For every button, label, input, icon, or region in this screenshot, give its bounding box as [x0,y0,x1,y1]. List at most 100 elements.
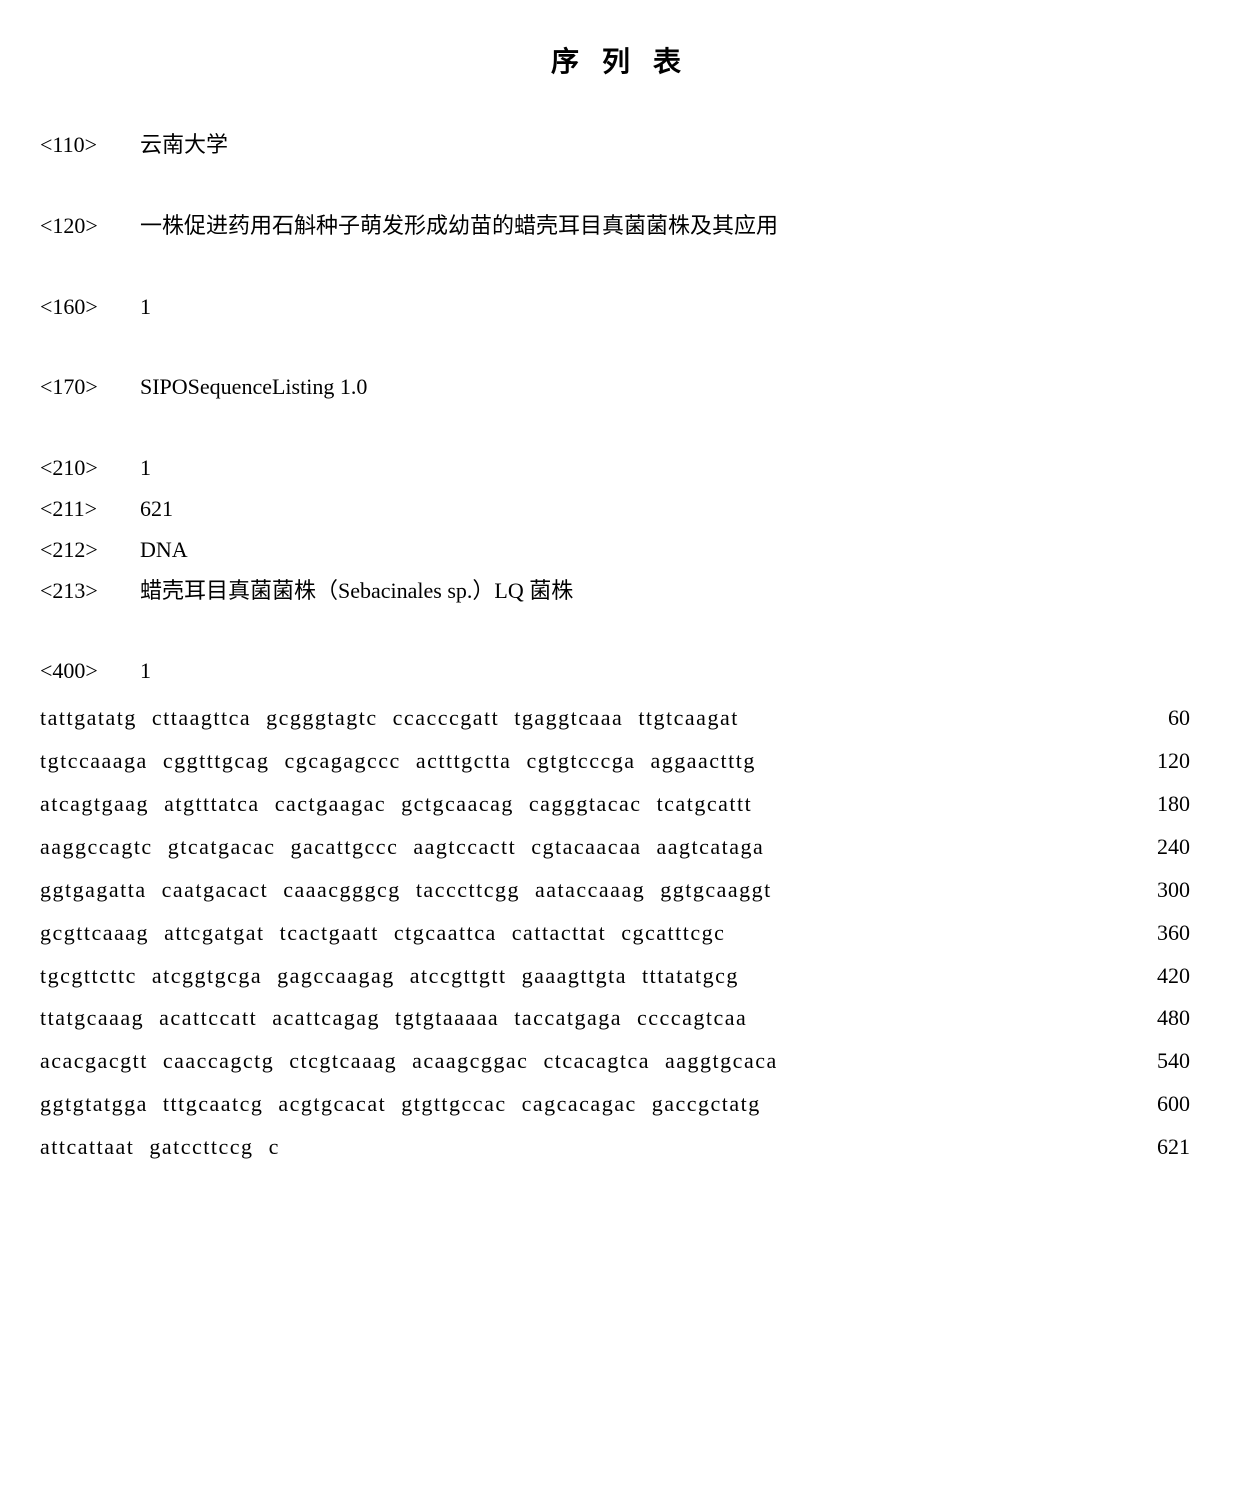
sequence-group: gcgttcaaag [40,912,149,955]
sequence-row: ggtgtatggatttgcaatcgacgtgcacatgtgttgccac… [40,1083,1200,1126]
sequence-group: aagtccactt [413,826,516,869]
field-value: 621 [140,494,1200,525]
sequence-position: 480 [1110,997,1200,1040]
sequence-group: cgtacaacaa [531,826,641,869]
sequence-position: 600 [1110,1083,1200,1126]
sequence-group: ggtgtatgga [40,1083,148,1126]
sequence-group: gagccaagag [277,955,395,998]
sequence-group: tgtccaaaga [40,740,148,783]
field-212: <212> DNA [40,535,1200,566]
sequence-groups: ggtgtatggatttgcaatcgacgtgcacatgtgttgccac… [40,1083,761,1126]
field-value: 1 [140,292,1200,323]
sequence-groups: ttatgcaaagacattccattacattcagagtgtgtaaaaa… [40,997,747,1040]
sequence-groups: tgcgttcttc atcggtgcga gagccaagag atccgttgtt… [40,955,739,998]
sequence-group: atgtttatca [164,783,260,826]
sequence-row: acacgacgtt caaccagctg ctcgtcaaag acaagcggac… [40,1040,1200,1083]
sequence-group: tattgatatg [40,697,137,740]
field-value: 1 [140,656,1200,687]
sequence-position: 300 [1110,869,1200,912]
sequence-position: 240 [1110,826,1200,869]
sequence-group: ttgtcaagat [638,697,739,740]
sequence-groups: acacgacgtt caaccagctg ctcgtcaaag acaagcggac… [40,1040,778,1083]
sequence-group: caaacgggcg [283,869,401,912]
sequence-groups: gcgttcaaagattcgatgattcactgaattctgcaattca… [40,912,725,955]
sequence-row: tgtccaaagacggtttgcagcgcagagcccactttgctta… [40,740,1200,783]
sequence-row: ttatgcaaagacattccattacattcagagtgtgtaaaaa… [40,997,1200,1040]
sequence-group: acaagcggac [412,1040,528,1083]
sequence-group: cttaagttca [152,697,251,740]
field-tag: <120> [40,211,140,242]
sequence-group: acattccatt [159,997,257,1040]
field-value: 一株促进药用石斛种子萌发形成幼苗的蜡壳耳目真菌菌株及其应用 [140,211,1200,242]
sequence-position: 120 [1110,740,1200,783]
sequence-group: ggtgagatta [40,869,147,912]
field-tag: <170> [40,372,140,403]
sequence-group: tgaggtcaaa [514,697,623,740]
field-tag: <212> [40,535,140,566]
sequence-group: tgcgttcttc [40,955,137,998]
sequence-group: ccacccgatt [393,697,500,740]
sequence-row: tattgatatg cttaagttca gcgggtagtc ccacccgatt… [40,697,1200,740]
sequence-group: ggtgcaaggt [660,869,772,912]
sequence-row: attcattaat gatccttccg c 621 [40,1126,1200,1169]
sequence-group: attcattaat [40,1126,134,1169]
page-title: 序 列 表 [40,40,1200,80]
field-170: <170> SIPOSequenceListing 1.0 [40,372,1200,403]
sequence-group: aaggccagtc [40,826,153,869]
sequence-group: cagggtacac [529,783,642,826]
sequence-groups: tgtccaaagacggtttgcagcgcagagcccactttgctta… [40,740,756,783]
sequence-group: acattcagag [272,997,380,1040]
sequence-groups: aaggccagtcgtcatgacacgacattgcccaagtccactt… [40,826,764,869]
sequence-group: gatccttccg [149,1126,253,1169]
sequence-group: c [269,1126,280,1169]
sequence-group: ccccagtcaa [637,997,747,1040]
field-210: <210> 1 [40,453,1200,484]
sequence-groups: attcattaat gatccttccg c [40,1126,280,1169]
sequence-listing: tattgatatg cttaagttca gcgggtagtc ccacccgatt… [40,697,1200,1169]
field-160: <160> 1 [40,292,1200,323]
sequence-group: gcgggtagtc [266,697,378,740]
sequence-group: cactgaagac [275,783,386,826]
sequence-group: caatgacact [162,869,269,912]
sequence-group: gaaagttgta [522,955,627,998]
sequence-position: 621 [1110,1126,1200,1169]
field-400: <400> 1 [40,656,1200,687]
field-tag: <211> [40,494,140,525]
sequence-group: actttgctta [416,740,512,783]
sequence-group: gtgttgccac [401,1083,506,1126]
sequence-group: aggaactttg [651,740,756,783]
sequence-group: caaccagctg [163,1040,274,1083]
sequence-groups: tattgatatg cttaagttca gcgggtagtc ccacccgatt… [40,697,739,740]
field-tag: <400> [40,656,140,687]
sequence-groups: atcagtgaagatgtttatcacactgaagacgctgcaacag… [40,783,752,826]
sequence-group: gaccgctatg [652,1083,761,1126]
field-tag: <210> [40,453,140,484]
sequence-group: cattacttat [512,912,606,955]
sequence-group: cggtttgcag [163,740,270,783]
sequence-group: tttatatgcg [642,955,739,998]
sequence-group: tttgcaatcg [163,1083,264,1126]
field-211: <211> 621 [40,494,1200,525]
field-value: 蜡壳耳目真菌菌株（Sebacinales sp.）LQ 菌株 [140,576,1200,607]
sequence-group: atccgttgtt [410,955,507,998]
field-value: DNA [140,535,1200,566]
field-value: 云南大学 [140,130,1200,161]
sequence-group: acacgacgtt [40,1040,148,1083]
field-110: <110> 云南大学 [40,130,1200,161]
sequence-group: atcggtgcga [152,955,262,998]
sequence-group: gacattgccc [291,826,399,869]
sequence-group: ctcgtcaaag [289,1040,397,1083]
sequence-row: atcagtgaagatgtttatcacactgaagacgctgcaacag… [40,783,1200,826]
sequence-group: ctgcaattca [394,912,497,955]
sequence-group: aagtcataga [657,826,765,869]
field-213: <213> 蜡壳耳目真菌菌株（Sebacinales sp.）LQ 菌株 [40,576,1200,607]
sequence-group: cgtgtcccga [526,740,635,783]
sequence-group: aataccaaag [535,869,645,912]
field-tag: <110> [40,130,140,161]
field-value: 1 [140,453,1200,484]
sequence-position: 180 [1110,783,1200,826]
sequence-group: taccatgaga [514,997,622,1040]
sequence-position: 360 [1110,912,1200,955]
sequence-position: 60 [1110,697,1200,740]
sequence-group: tcactgaatt [280,912,379,955]
